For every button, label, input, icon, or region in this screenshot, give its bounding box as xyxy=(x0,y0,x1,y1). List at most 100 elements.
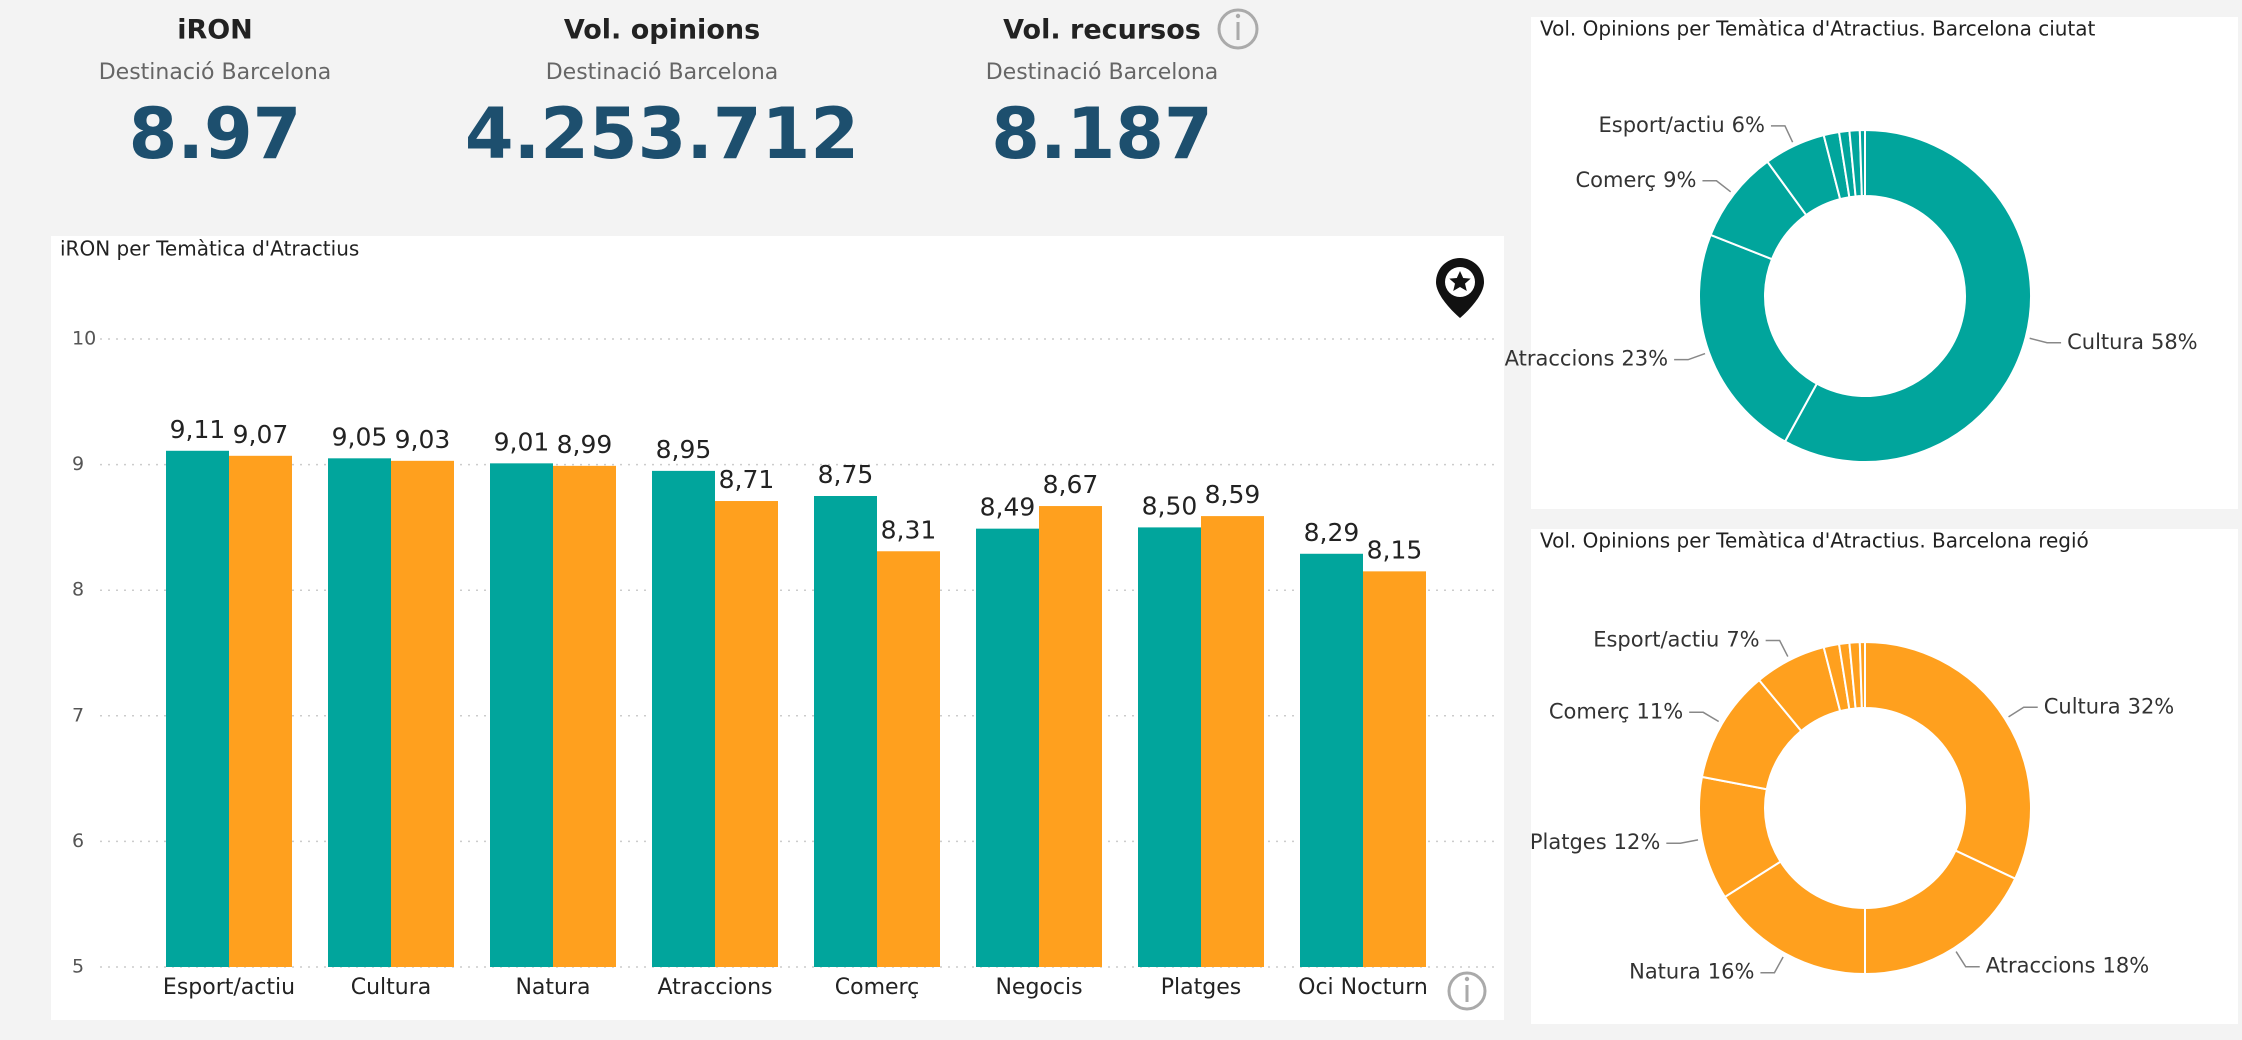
slice-value: 6% xyxy=(1732,113,1765,137)
y-tick-label: 5 xyxy=(72,956,84,978)
kpi-subtitle: Destinació Barcelona xyxy=(99,60,332,85)
slice-value: 16% xyxy=(1708,960,1755,984)
slice-value: 7% xyxy=(1726,627,1759,651)
data-label: 8,31 xyxy=(881,515,937,544)
data-label: 8,75 xyxy=(818,460,874,489)
kpi-title: iRON xyxy=(177,15,253,46)
slice-value: 32% xyxy=(2128,694,2175,718)
bookmark-pin-icon[interactable] xyxy=(1436,258,1484,318)
data-label: 8,67 xyxy=(1043,470,1099,499)
x-tick-label: Platges xyxy=(1161,975,1241,1000)
slice-category: Esport/actiu xyxy=(1593,627,1719,651)
slice-label: Comerç 9% xyxy=(1576,168,1697,192)
kpi-value: 4.253.712 xyxy=(465,93,859,175)
slice-label: Cultura 32% xyxy=(2044,694,2175,718)
bar xyxy=(976,528,1039,967)
slice-value: 11% xyxy=(1636,699,1683,723)
leader-line xyxy=(1666,839,1699,844)
leader-line xyxy=(1760,956,1784,974)
slice-category: Atraccions xyxy=(1505,347,1615,371)
slice-value: 18% xyxy=(2103,954,2150,978)
donut-slice xyxy=(1783,128,2032,463)
bar xyxy=(814,496,877,967)
bar xyxy=(391,460,454,967)
bar xyxy=(877,551,940,967)
data-label: 8,59 xyxy=(1205,480,1261,509)
bar xyxy=(166,450,229,967)
kpi-title: Vol. recursos xyxy=(1003,15,1201,46)
kpi-title: Vol. opinions xyxy=(564,15,760,46)
y-tick-label: 6 xyxy=(72,830,84,852)
bar xyxy=(490,463,553,967)
slice-label: Esport/actiu 7% xyxy=(1593,627,1759,651)
data-label: 8,71 xyxy=(719,465,775,494)
x-tick-label: Atraccions xyxy=(658,975,773,1000)
chart-title: iRON per Temàtica d'Atractius xyxy=(60,237,359,261)
y-tick-label: 10 xyxy=(72,328,96,350)
leader-line xyxy=(1689,711,1720,723)
donut-slice xyxy=(1698,233,1819,443)
x-tick-label: Negocis xyxy=(995,975,1082,1000)
leader-line xyxy=(1955,951,1980,968)
slice-value: 23% xyxy=(1621,347,1668,371)
leader-line xyxy=(2029,337,2062,344)
leader-line xyxy=(2008,706,2038,718)
y-tick-label: 9 xyxy=(72,453,84,475)
leader-line xyxy=(1770,125,1794,143)
slice-label: Esport/actiu 6% xyxy=(1599,113,1765,137)
donut-slice xyxy=(1858,128,1866,198)
data-label: 8,99 xyxy=(557,430,613,459)
slice-category: Cultura xyxy=(2067,330,2144,354)
data-label: 9,11 xyxy=(170,415,226,444)
data-label: 8,49 xyxy=(980,493,1036,522)
kpi-value: 8.97 xyxy=(129,93,302,175)
kpi-subtitle: Destinació Barcelona xyxy=(546,60,779,85)
slice-category: Comerç xyxy=(1576,168,1657,192)
slice-label: Cultura 58% xyxy=(2067,330,2198,354)
donut-slice xyxy=(1864,640,2032,881)
data-label: 8,29 xyxy=(1304,518,1360,547)
y-tick-label: 8 xyxy=(72,579,84,601)
data-label: 9,01 xyxy=(494,427,550,456)
leader-line xyxy=(1674,352,1706,361)
slice-label: Platges 12% xyxy=(1530,830,1660,854)
kpi-subtitle: Destinació Barcelona xyxy=(986,60,1219,85)
bar xyxy=(1363,571,1426,967)
slice-value: 58% xyxy=(2151,330,2198,354)
data-label: 8,50 xyxy=(1142,491,1198,520)
slice-label: Natura 16% xyxy=(1629,960,1754,984)
slice-category: Atraccions xyxy=(1986,954,2096,978)
info-icon[interactable] xyxy=(1447,971,1487,1011)
slice-category: Platges xyxy=(1530,830,1607,854)
bar xyxy=(1039,506,1102,967)
x-tick-label: Esport/actiu xyxy=(163,975,295,1000)
slice-label: Atraccions 18% xyxy=(1986,954,2149,978)
leader-line xyxy=(1702,180,1732,193)
chart-title: Vol. Opinions per Temàtica d'Atractius. … xyxy=(1540,17,2096,41)
data-label: 9,05 xyxy=(332,422,388,451)
data-label: 9,03 xyxy=(395,425,451,454)
slice-category: Natura xyxy=(1629,960,1701,984)
leader-line xyxy=(1765,639,1789,657)
slice-label: Comerç 11% xyxy=(1549,699,1683,723)
chart-title: Vol. Opinions per Temàtica d'Atractius. … xyxy=(1540,529,2089,553)
data-label: 9,07 xyxy=(233,420,289,449)
bar xyxy=(1138,527,1201,967)
info-icon[interactable] xyxy=(1217,8,1259,50)
data-label: 8,15 xyxy=(1367,535,1423,564)
slice-category: Esport/actiu xyxy=(1599,113,1725,137)
y-tick-label: 7 xyxy=(72,704,84,726)
bar xyxy=(715,501,778,967)
slice-category: Comerç xyxy=(1549,699,1630,723)
bar xyxy=(229,455,292,967)
x-tick-label: Oci Nocturn xyxy=(1298,975,1428,1000)
x-tick-label: Cultura xyxy=(351,975,432,1000)
slice-value: 12% xyxy=(1614,830,1661,854)
x-tick-label: Comerç xyxy=(835,975,919,1000)
data-label: 8,95 xyxy=(656,435,712,464)
donut-slice xyxy=(1858,640,1866,710)
slice-value: 9% xyxy=(1663,168,1696,192)
slice-category: Cultura xyxy=(2044,694,2121,718)
